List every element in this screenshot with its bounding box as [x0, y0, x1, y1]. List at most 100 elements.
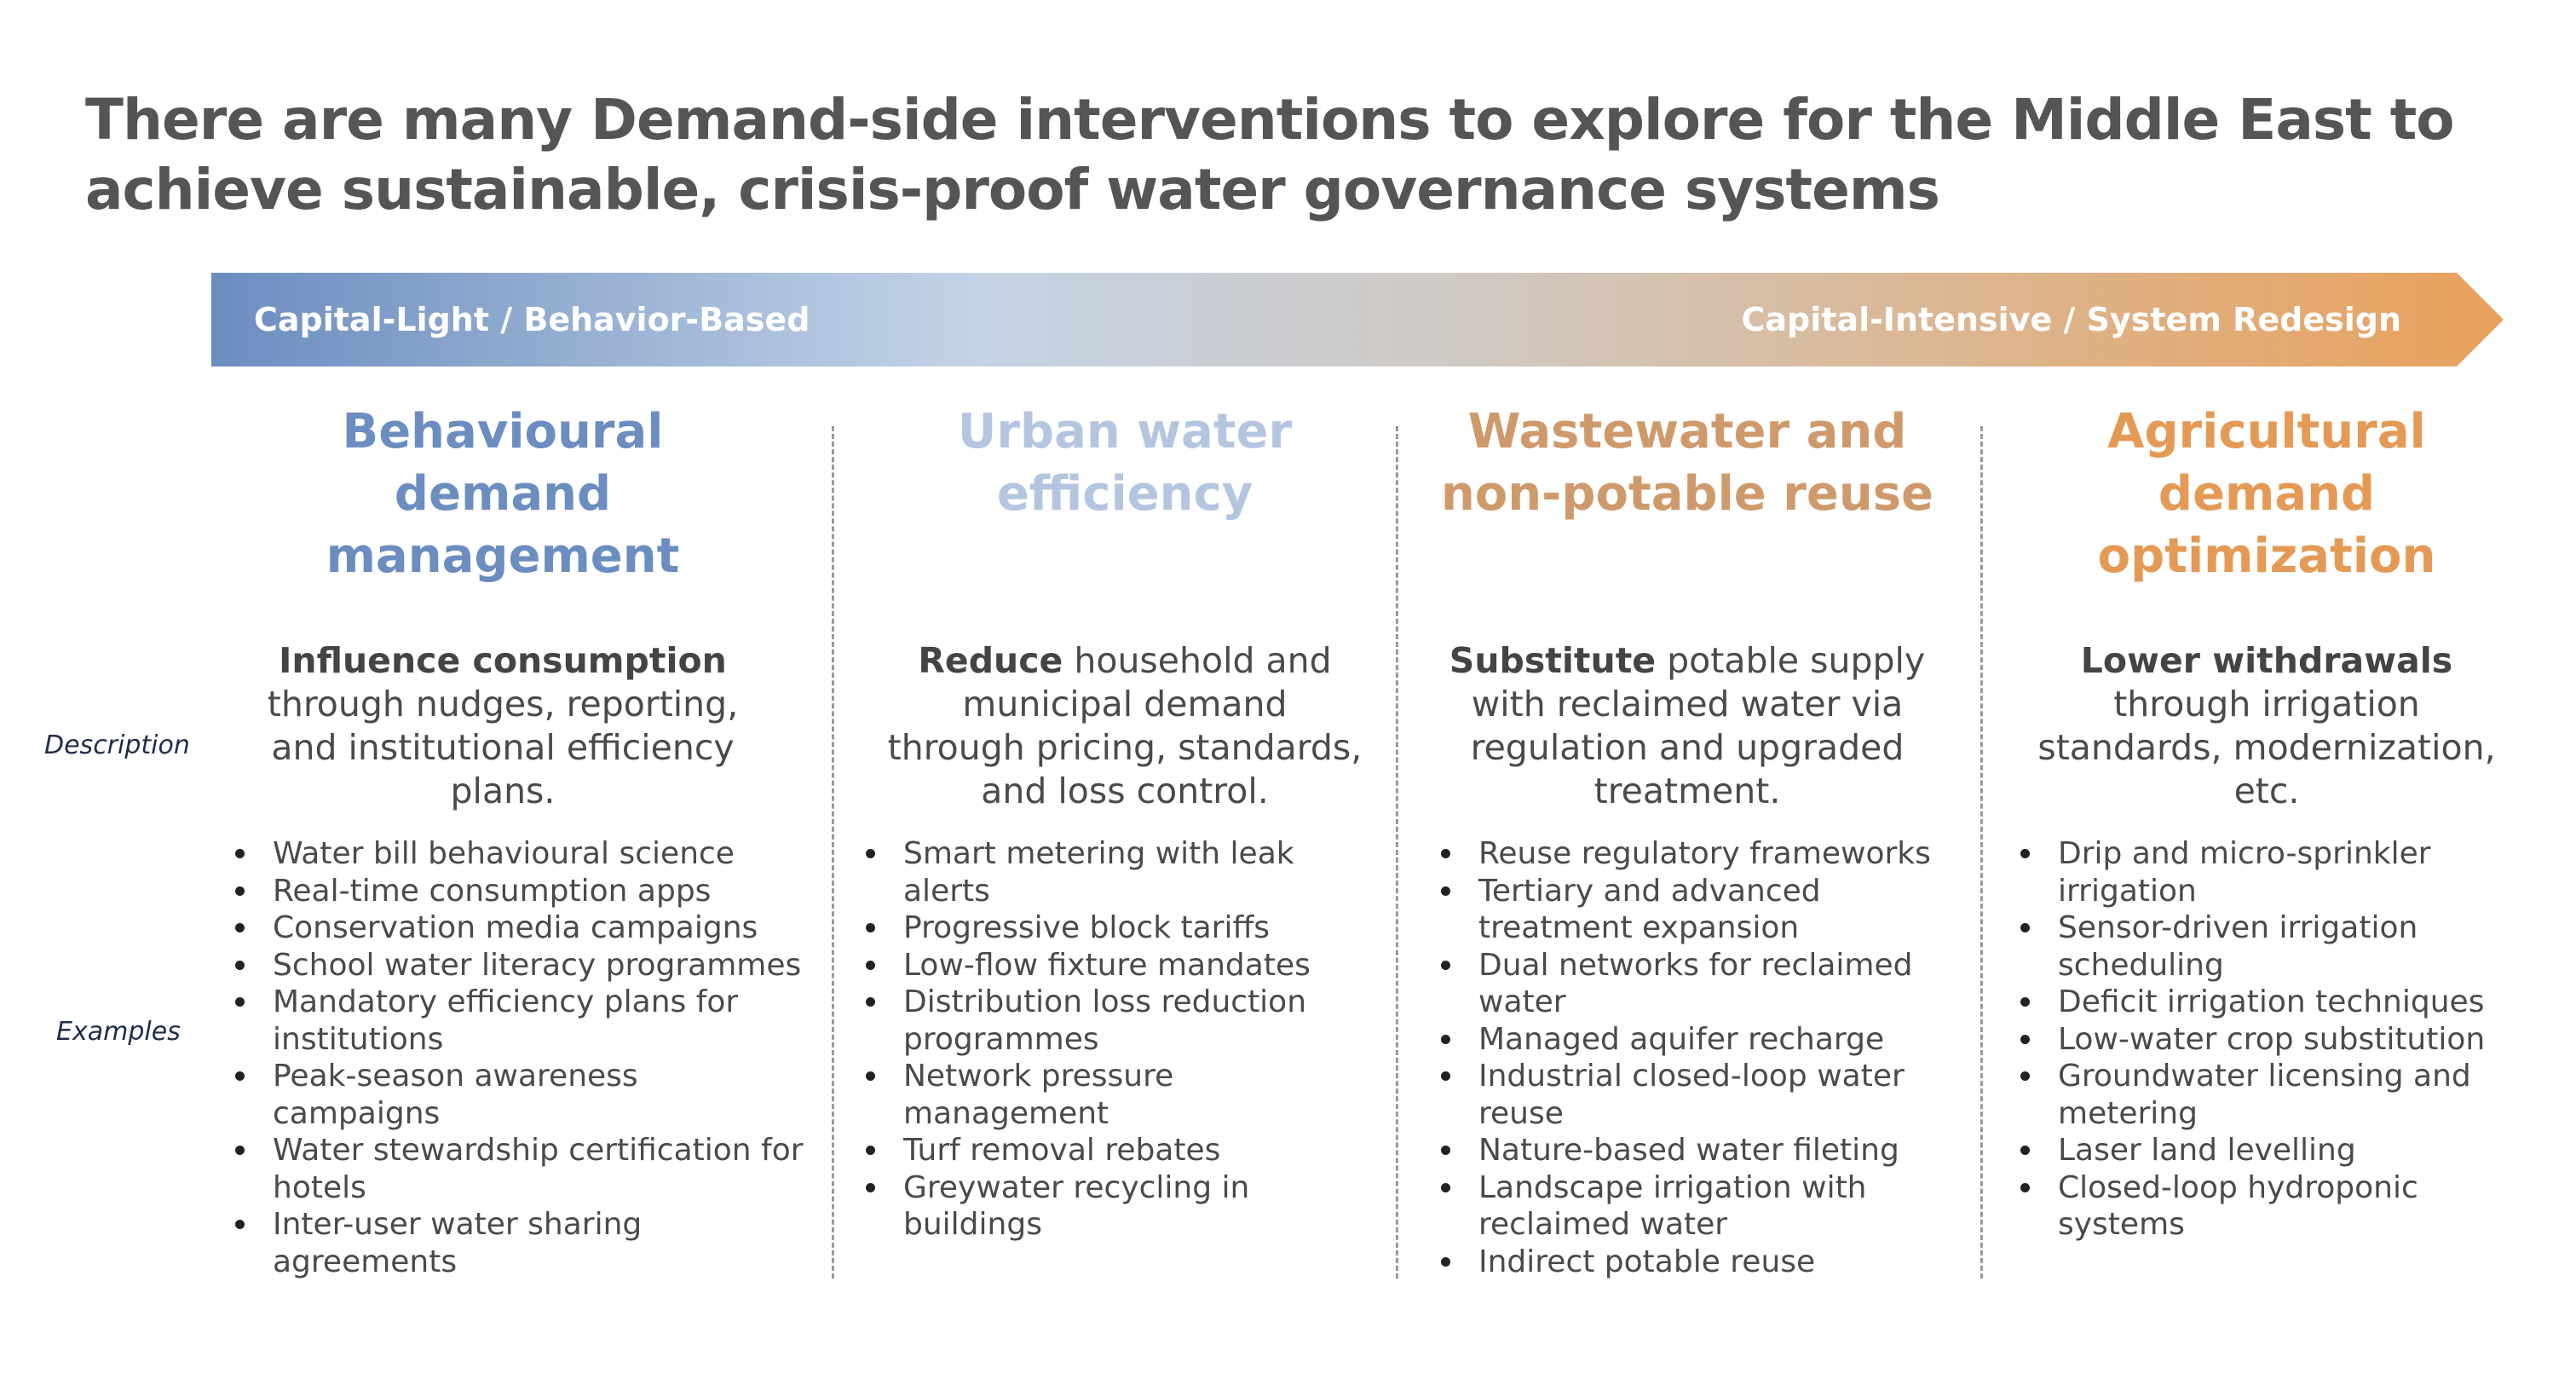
column-title-line: Wastewater and [1467, 404, 1907, 459]
arrow-label-capital-light: Capital-Light / Behavior-Based [254, 301, 810, 338]
page-title: There are many Demand-side interventions… [85, 85, 2522, 225]
example-item-line: alerts [903, 873, 990, 909]
example-item: Low-water crop substitution [2015, 1021, 2485, 1059]
example-item: Sensor-driven irrigation scheduling [2015, 909, 2485, 984]
example-item-line: irrigation [2058, 873, 2197, 909]
example-item-line: Reuse regulatory frameworks [1478, 836, 1931, 871]
column-description: Reduce household and municipal demand th… [861, 639, 1389, 813]
description-emphasis: Reduce [918, 640, 1063, 681]
column-title-line: optimization [2097, 528, 2436, 584]
column-title: Wastewater and non-potable reuse [1415, 401, 1960, 605]
example-item-line: Deficit irrigation techniques [2058, 984, 2485, 1019]
example-item-line: Water bill behavioural science [273, 836, 735, 871]
example-item: Laser land levelling [2015, 1132, 2485, 1169]
example-item: Real-time consumption apps [230, 873, 804, 910]
example-item-line: Distribution loss reduction [903, 984, 1307, 1019]
description-line: through pricing, standards, [887, 727, 1363, 768]
example-item: Groundwater licensing and metering [2015, 1058, 2485, 1132]
page-title-line-2: achieve sustainable, crisis-proof water … [85, 157, 1940, 222]
description-emphasis: Substitute [1449, 640, 1657, 681]
example-item-line: Drip and micro-sprinkler [2058, 836, 2431, 871]
example-item-line: buildings [903, 1207, 1042, 1242]
description-emphasis: Lower withdrawals [2080, 640, 2453, 681]
example-item: Smart metering with leak alerts [861, 835, 1311, 909]
column-divider [1396, 426, 1398, 1279]
example-item-line: agreements [273, 1244, 458, 1279]
example-item: Mandatory efficiency plans for institutio… [230, 984, 804, 1058]
column-title-line: demand [2158, 466, 2376, 522]
column-title: Urban water efficiency [861, 401, 1389, 605]
column-agricultural-demand: Agricultural demand optimization Lower w… [1994, 401, 2539, 811]
example-item-line: water [1478, 984, 1566, 1019]
example-item-line: campaigns [273, 1095, 441, 1131]
description-line: regulation and upgraded [1470, 727, 1905, 768]
example-item: Nature-based water fileting [1436, 1132, 1931, 1169]
capital-spectrum-arrow: Capital-Light / Behavior-Based Capital-I… [211, 273, 2504, 367]
description-line: treatment. [1593, 771, 1781, 811]
example-item: Managed aquifer recharge [1436, 1021, 1931, 1059]
arrow-label-capital-intensive: Capital-Intensive / System Redesign [1741, 301, 2402, 338]
example-item-line: institutions [273, 1021, 444, 1057]
example-item: Low-flow fixture mandates [861, 947, 1311, 984]
example-item-line: Low-water crop substitution [2058, 1021, 2486, 1057]
example-item-line: treatment expansion [1478, 910, 1800, 945]
example-item: Tertiary and advanced treatment expansion [1436, 873, 1931, 947]
description-line: and loss control. [981, 771, 1269, 811]
description-line: plans. [450, 771, 556, 811]
examples-list: Reuse regulatory frameworks Tertiary and … [1436, 835, 1931, 1280]
example-item-line: Dual networks for reclaimed [1478, 947, 1913, 983]
example-item-line: Tertiary and advanced [1478, 873, 1821, 909]
example-item-line: Laser land levelling [2058, 1133, 2356, 1168]
column-title-line: Behavioural [342, 404, 664, 459]
example-item: Drip and micro-sprinkler irrigation [2015, 835, 2485, 909]
column-title-line: Urban water [957, 404, 1293, 459]
example-item-line: reuse [1478, 1095, 1564, 1131]
description-line: standards, modernization, [2037, 727, 2496, 768]
description-line: household and [1063, 640, 1332, 681]
column-title-line: Agricultural [2107, 404, 2426, 459]
example-item-line: metering [2058, 1095, 2198, 1131]
example-item-line: Nature-based water fileting [1478, 1133, 1899, 1168]
row-label-description: Description [44, 730, 190, 760]
column-description: Influence consumption through nudges, re… [213, 639, 792, 813]
example-item: Conservation media campaigns [230, 909, 804, 947]
example-item-line: scheduling [2058, 947, 2224, 983]
example-item-line: Groundwater licensing and [2058, 1059, 2471, 1094]
example-item: Indirect potable reuse [1436, 1244, 1931, 1281]
example-item-line: Conservation media campaigns [273, 910, 758, 945]
column-description: Lower withdrawals through irrigation sta… [1994, 639, 2539, 813]
example-item-line: Peak-season awareness [273, 1059, 638, 1094]
column-title: Behavioural demand management [213, 401, 792, 605]
example-item-line: Sensor-driven irrigation [2058, 910, 2418, 945]
description-line: municipal demand [962, 684, 1288, 724]
arrow-shape [211, 273, 2504, 367]
column-behavioural-demand: Behavioural demand management Influence … [213, 401, 792, 811]
description-line: through nudges, reporting, [267, 684, 739, 724]
example-item: Water bill behavioural science [230, 835, 804, 873]
example-item: Network pressure management [861, 1058, 1311, 1132]
column-title-line: demand [394, 466, 612, 522]
example-item: Landscape irrigation with reclaimed water [1436, 1169, 1931, 1244]
description-line: potable supply [1656, 640, 1926, 681]
row-label-examples: Examples [56, 1017, 181, 1047]
example-item: Inter-user water sharing agreements [230, 1206, 804, 1280]
example-item-line: Smart metering with leak [903, 836, 1294, 871]
examples-list: Water bill behavioural science Real-time … [230, 835, 804, 1280]
example-item-line: hotels [273, 1169, 366, 1205]
example-item: Industrial closed-loop water reuse [1436, 1058, 1931, 1132]
column-title-line: non-potable reuse [1440, 466, 1934, 522]
example-item: Dual networks for reclaimed water [1436, 947, 1931, 1021]
column-urban-water-efficiency: Urban water efficiency Reduce household … [861, 401, 1389, 811]
column-title-line: efficiency [996, 466, 1253, 522]
description-emphasis: Influence consumption [279, 640, 727, 681]
example-item: School water literacy programmes [230, 947, 804, 984]
example-item-line: Water stewardship certification for [273, 1133, 804, 1168]
example-item-line: Indirect potable reuse [1478, 1244, 1816, 1279]
example-item: Greywater recycling in buildings [861, 1169, 1311, 1244]
examples-list: Smart metering with leak alerts Progressiv… [861, 835, 1311, 1244]
example-item-line: Landscape irrigation with [1478, 1169, 1867, 1205]
example-item: Peak-season awareness campaigns [230, 1058, 804, 1132]
description-line: through irrigation [2113, 684, 2420, 724]
example-item-line: Progressive block tariffs [903, 910, 1271, 945]
description-line: and institutional efficiency [271, 727, 735, 768]
